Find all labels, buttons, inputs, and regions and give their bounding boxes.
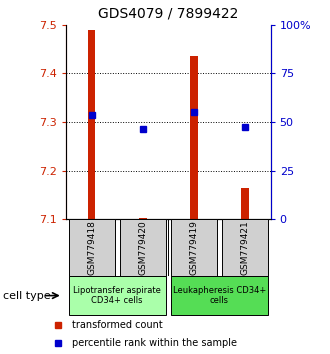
Bar: [88, 30, 95, 219]
Bar: [69, 276, 166, 315]
Bar: [241, 188, 249, 219]
Bar: [190, 56, 198, 219]
Text: percentile rank within the sample: percentile rank within the sample: [72, 338, 237, 348]
Text: Lipotransfer aspirate
CD34+ cells: Lipotransfer aspirate CD34+ cells: [73, 286, 161, 305]
Title: GDS4079 / 7899422: GDS4079 / 7899422: [98, 7, 239, 21]
Bar: [222, 219, 268, 276]
Text: transformed count: transformed count: [72, 320, 162, 330]
Text: GSM779418: GSM779418: [87, 220, 96, 275]
Text: GSM779419: GSM779419: [189, 220, 198, 275]
Text: cell type: cell type: [3, 291, 51, 301]
Text: GSM779421: GSM779421: [241, 221, 249, 275]
Bar: [171, 276, 268, 315]
Bar: [120, 219, 166, 276]
Bar: [139, 218, 147, 219]
Bar: [171, 219, 217, 276]
Bar: [69, 219, 115, 276]
Text: Leukapheresis CD34+
cells: Leukapheresis CD34+ cells: [173, 286, 266, 305]
Text: GSM779420: GSM779420: [138, 221, 147, 275]
